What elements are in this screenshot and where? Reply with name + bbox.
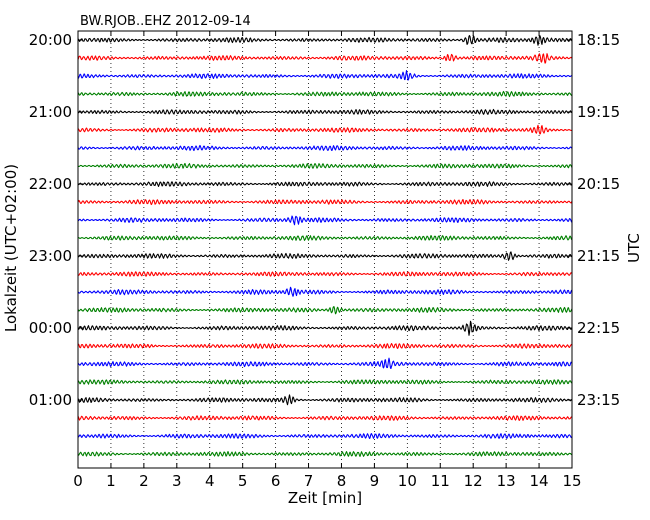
seismic-trace-7 — [77, 162, 573, 169]
left-time-label: 22:00 — [29, 175, 72, 193]
x-tick-label: 1 — [106, 472, 116, 490]
seismic-trace-3 — [77, 90, 573, 98]
x-axis-label: Zeit [min] — [288, 489, 362, 507]
x-tick-label: 4 — [205, 472, 215, 490]
seismic-trace-17 — [77, 342, 573, 349]
seismic-trace-2 — [77, 70, 573, 81]
x-tick-label: 11 — [431, 472, 450, 490]
x-tick-label: 5 — [238, 472, 248, 490]
left-time-label: 23:00 — [29, 247, 72, 265]
seismic-trace-8 — [77, 181, 573, 187]
left-axis-ticks: 20:00 21:00 22:00 23:00 00:00 01:00 — [29, 31, 83, 409]
right-time-label: 19:15 — [577, 103, 620, 121]
x-tick-label: 14 — [530, 472, 549, 490]
seismic-trace-23 — [77, 450, 573, 457]
x-tick-label: 3 — [172, 472, 182, 490]
chart-title: BW.RJOB..EHZ 2012-09-14 — [80, 14, 251, 29]
x-tick-label: 13 — [497, 472, 516, 490]
left-time-label: 00:00 — [29, 319, 72, 337]
right-time-label: 23:15 — [577, 391, 620, 409]
x-tick-label: 2 — [139, 472, 149, 490]
x-tick-label: 15 — [562, 472, 581, 490]
seismic-trace-14 — [77, 286, 573, 297]
x-tick-label: 9 — [370, 472, 380, 490]
seismic-trace-18 — [77, 357, 573, 369]
seismic-trace-1 — [77, 53, 573, 64]
x-tick-label: 12 — [464, 472, 483, 490]
right-time-label: 20:15 — [577, 175, 620, 193]
right-time-label: 18:15 — [577, 31, 620, 49]
left-time-label: 01:00 — [29, 391, 72, 409]
x-axis-ticks: 0 1 2 3 4 5 6 7 8 9 10 11 12 13 14 15 — [73, 31, 582, 490]
seismic-trace-11 — [77, 234, 573, 241]
seismic-trace-21 — [77, 415, 573, 421]
seismic-trace-13 — [77, 271, 573, 277]
x-tick-label: 10 — [398, 472, 417, 490]
seismic-trace-10 — [77, 215, 573, 226]
seismic-trace-9 — [77, 199, 573, 206]
seismic-trace-5 — [77, 124, 573, 135]
seismic-trace-4 — [77, 108, 573, 115]
seismic-trace-6 — [77, 144, 573, 152]
seismic-trace-0 — [77, 35, 573, 46]
seismic-traces — [77, 35, 573, 457]
seismic-trace-12 — [77, 251, 573, 261]
x-tick-label: 7 — [304, 472, 314, 490]
right-axis-label: UTC — [625, 233, 643, 263]
x-tick-label: 8 — [337, 472, 347, 490]
seismic-trace-20 — [77, 394, 573, 406]
left-time-label: 20:00 — [29, 31, 72, 49]
right-axis-ticks: 18:15 19:15 20:15 21:15 22:15 23:15 — [567, 31, 620, 409]
grid-lines — [110, 31, 540, 468]
seismic-trace-15 — [77, 306, 573, 315]
left-time-label: 21:00 — [29, 103, 72, 121]
right-time-label: 22:15 — [577, 319, 620, 337]
seismic-trace-22 — [77, 433, 573, 440]
right-time-label: 21:15 — [577, 247, 620, 265]
left-axis-label: Lokalzeit (UTC+02:00) — [2, 164, 20, 332]
seismic-trace-19 — [77, 379, 573, 385]
x-tick-label: 6 — [271, 472, 281, 490]
plot-frame — [77, 30, 573, 469]
seismic-trace-16 — [77, 320, 573, 336]
x-tick-label: 0 — [73, 472, 83, 490]
